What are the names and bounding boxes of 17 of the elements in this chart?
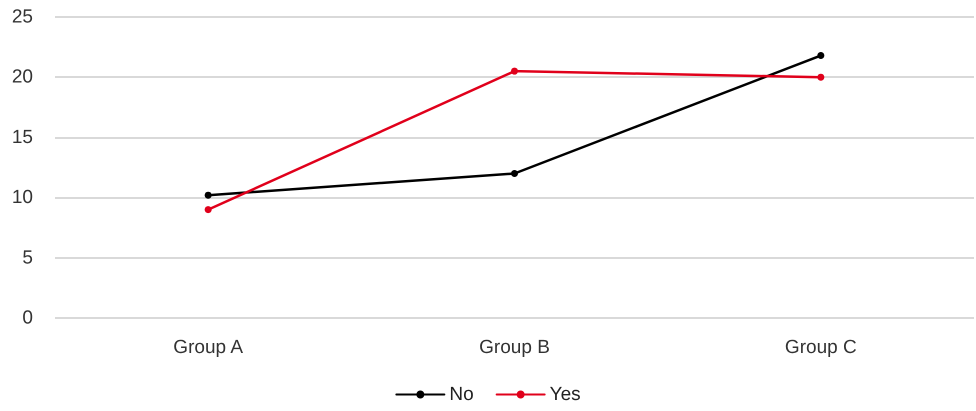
y-tick-label: 20 (12, 66, 33, 88)
x-tick-label: Group C (784, 337, 857, 358)
point (817, 74, 824, 81)
y-tick-label: 15 (12, 126, 33, 148)
legend-label: No (449, 384, 474, 405)
x-tick-label: Group B (479, 337, 550, 358)
legend-label: Yes (550, 384, 581, 405)
point (511, 170, 518, 178)
point (204, 206, 212, 214)
point (817, 52, 824, 60)
point (511, 68, 518, 75)
y-tick-label: 25 (12, 6, 33, 28)
x-tick-label: Group A (173, 337, 244, 358)
y-tick-label: 0 (22, 308, 33, 328)
point (204, 192, 212, 199)
y-tick-label: 5 (22, 247, 33, 268)
y-tick-label: 10 (12, 187, 33, 208)
